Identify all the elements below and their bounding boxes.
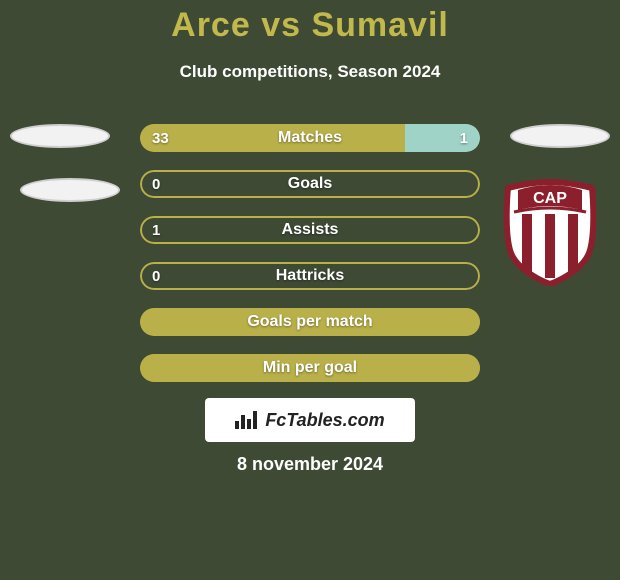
- watermark-text: FcTables.com: [265, 410, 384, 431]
- stat-row: Min per goal: [140, 354, 480, 382]
- watermark: FcTables.com: [205, 398, 415, 442]
- comparison-card: Arce vs Sumavil Club competitions, Seaso…: [0, 0, 620, 580]
- right-team-crest: CAP: [500, 178, 600, 286]
- subtitle: Club competitions, Season 2024: [0, 62, 620, 82]
- stat-row: Hattricks0: [140, 262, 480, 290]
- stat-value-left: 33: [152, 124, 169, 152]
- stat-value-left: 0: [152, 170, 160, 198]
- date-text: 8 november 2024: [0, 454, 620, 475]
- stat-label: Matches: [140, 124, 480, 152]
- crest-letters: CAP: [533, 190, 567, 207]
- bar-chart-icon: [235, 411, 259, 429]
- stat-value-left: 1: [152, 216, 160, 244]
- stat-row: Matches33 1: [140, 124, 480, 152]
- left-team-logo-2: [20, 178, 120, 202]
- stat-value-right: 1: [460, 124, 468, 152]
- stat-row: Goals per match: [140, 308, 480, 336]
- stat-label: Hattricks: [140, 262, 480, 290]
- stat-row: Assists1: [140, 216, 480, 244]
- stat-value-left: 0: [152, 262, 160, 290]
- stat-label: Goals per match: [140, 308, 480, 336]
- right-team-logo-1: [510, 124, 610, 148]
- stat-label: Assists: [140, 216, 480, 244]
- left-team-logo-1: [10, 124, 110, 148]
- page-title: Arce vs Sumavil: [0, 6, 620, 45]
- stat-label: Min per goal: [140, 354, 480, 382]
- shield-icon: CAP: [500, 178, 600, 286]
- stat-row: Goals0: [140, 170, 480, 198]
- stat-label: Goals: [140, 170, 480, 198]
